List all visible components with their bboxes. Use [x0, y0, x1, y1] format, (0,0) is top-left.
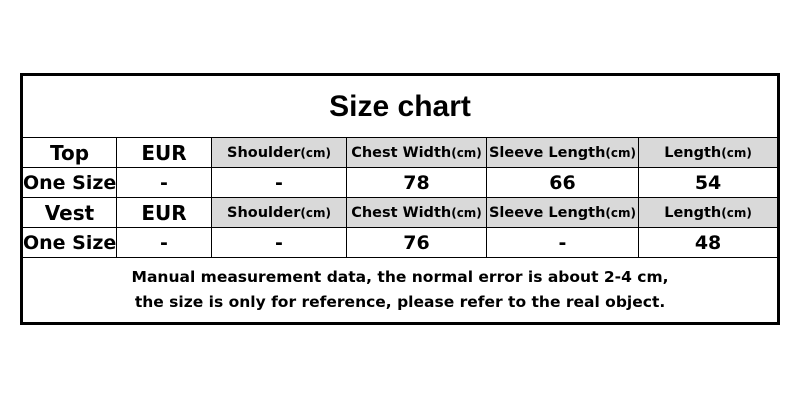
column-header-unit: (cm): [300, 205, 331, 220]
column-header-text: Sleeve Length: [488, 144, 606, 161]
size-system-label-vest: EUR: [116, 197, 212, 228]
size-system-value-vest: -: [116, 227, 212, 258]
chest-width-value-vest: 76: [346, 227, 487, 258]
column-header-text: Chest Width: [351, 204, 452, 221]
garment-label-top: Top: [21, 137, 117, 168]
column-header-unit: (cm): [721, 145, 752, 160]
size-label-vest: One Size: [21, 227, 117, 258]
size-chart-title: Size chart: [20, 74, 780, 138]
column-header-unit: (cm): [300, 145, 331, 160]
shoulder-value-vest: -: [211, 227, 347, 258]
measurement-note-line-1: Manual measurement data, the normal erro…: [131, 268, 669, 286]
size-system-value-top: -: [116, 167, 212, 198]
measurement-note: Manual measurement data, the normal erro…: [20, 257, 780, 324]
size-label-top: One Size: [21, 167, 117, 198]
sleeve-length-value-top: 66: [486, 167, 639, 198]
measurement-note-line-2: the size is only for reference, please r…: [134, 293, 666, 311]
chest-width-value-top: 78: [346, 167, 487, 198]
column-header-text: Sleeve Length: [488, 204, 606, 221]
column-header-unit: (cm): [451, 205, 482, 220]
length-value-vest: 48: [637, 227, 780, 258]
title-row: Size chart: [20, 74, 780, 138]
column-header-chest-width-top: Chest Width(cm): [346, 137, 487, 168]
garment-label-vest: Vest: [21, 197, 117, 228]
vest-size-row: One Size - - 76 - 48: [21, 227, 780, 258]
column-header-text: Length: [664, 204, 722, 221]
column-header-unit: (cm): [605, 145, 637, 160]
column-header-length-top: Length(cm): [637, 137, 780, 168]
column-header-text: Length: [664, 144, 722, 161]
top-header-row: Top EUR Shoulder(cm) Chest Width(cm) Sle…: [21, 137, 780, 168]
column-header-unit: (cm): [721, 205, 752, 220]
size-system-label-top: EUR: [116, 137, 212, 168]
size-chart-table: Size chart Top EUR Shoulder(cm) Chest Wi…: [20, 73, 781, 325]
length-value-top: 54: [637, 167, 780, 198]
column-header-sleeve-length-vest: Sleeve Length(cm): [486, 197, 639, 228]
column-header-shoulder-top: Shoulder(cm): [211, 137, 347, 168]
column-header-length-vest: Length(cm): [637, 197, 780, 228]
column-header-shoulder-vest: Shoulder(cm): [211, 197, 347, 228]
footnote-row: Manual measurement data, the normal erro…: [20, 257, 780, 324]
column-header-unit: (cm): [451, 145, 482, 160]
vest-header-row: Vest EUR Shoulder(cm) Chest Width(cm) Sl…: [21, 197, 780, 228]
column-header-chest-width-vest: Chest Width(cm): [346, 197, 487, 228]
column-header-text: Chest Width: [351, 144, 452, 161]
column-header-unit: (cm): [605, 205, 637, 220]
top-size-row: One Size - - 78 66 54: [21, 167, 780, 198]
column-header-text: Shoulder: [227, 144, 301, 161]
column-header-sleeve-length-top: Sleeve Length(cm): [486, 137, 639, 168]
shoulder-value-top: -: [211, 167, 347, 198]
sleeve-length-value-vest: -: [486, 227, 639, 258]
column-header-text: Shoulder: [227, 204, 301, 221]
